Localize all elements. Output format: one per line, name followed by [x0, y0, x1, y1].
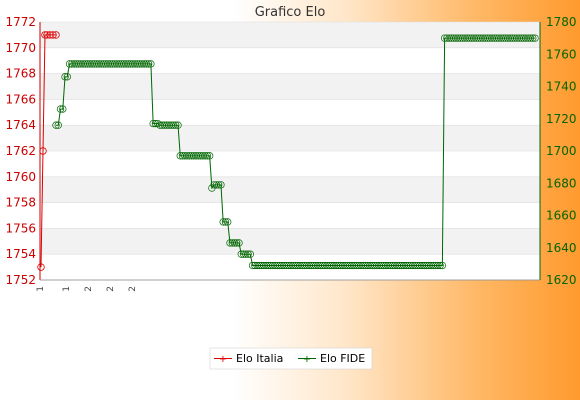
elo-italia-point — [46, 31, 54, 39]
legend-box — [209, 347, 373, 370]
right-tick-label: 1620 — [546, 273, 577, 287]
elo-fide-point — [224, 218, 232, 226]
elo-fide-point — [434, 261, 442, 270]
legend: + Elo Italia + Elo FIDE — [209, 347, 373, 370]
left-tick-label: 1754 — [5, 247, 36, 261]
elo-italia-point — [37, 263, 45, 271]
plot-band — [40, 176, 540, 203]
left-tick-label: 1764 — [5, 118, 36, 132]
elo-fide-point — [233, 239, 241, 247]
right-tick-label: 1760 — [546, 47, 577, 61]
elo-fide-point — [59, 105, 67, 113]
x-tick-label: 1 — [36, 286, 46, 292]
elo-fide-point — [221, 218, 230, 226]
elo-fide-point — [531, 34, 539, 42]
elo-fide-point — [212, 181, 221, 189]
elo-fide-point — [217, 181, 225, 189]
elo-fide-point — [436, 261, 444, 270]
elo-fide-point — [151, 119, 160, 128]
right-tick-label: 1660 — [546, 209, 577, 223]
legend-label-elo-fide: Elo FIDE — [320, 352, 365, 365]
elo-fide-point — [174, 121, 182, 129]
elo-fide-point — [244, 250, 252, 258]
plot-band — [40, 228, 540, 255]
elo-fide-point — [172, 121, 180, 129]
chart-title: Grafico Elo — [255, 5, 326, 20]
elo-italia-point — [41, 31, 49, 39]
left-tick-label: 1758 — [5, 196, 36, 210]
elo-fide-point — [54, 121, 62, 129]
plot-band — [40, 125, 540, 151]
legend-marker-elo-fide: + — [303, 354, 311, 365]
legend-label-elo-italia: Elo Italia — [236, 352, 283, 365]
elo-fide-point — [246, 250, 254, 258]
elo-fide-point — [526, 34, 535, 42]
elo-fide-point — [52, 121, 60, 129]
elo-fide-point — [154, 119, 162, 128]
plot-band — [40, 73, 540, 100]
left-tick-label: 1768 — [5, 67, 36, 81]
series-layer — [37, 31, 539, 271]
elo-fide-point — [438, 261, 447, 270]
elo-fide-point — [215, 181, 223, 189]
left-tick-label: 1762 — [5, 144, 36, 158]
elo-fide-point — [63, 73, 71, 81]
elo-italia-point — [52, 31, 60, 39]
legend-marker-elo-italia: + — [219, 354, 227, 365]
elo-italia-point — [43, 31, 51, 39]
x-tick-label: 2 — [128, 286, 138, 292]
elo-italia-point — [39, 147, 47, 155]
elo-fide-point — [235, 239, 243, 247]
right-tick-label: 1680 — [546, 176, 577, 190]
left-tick-label: 1752 — [5, 273, 36, 287]
elo-fide-point — [56, 105, 65, 113]
elo-fide-point — [61, 73, 69, 81]
elo-fide-point — [169, 121, 178, 129]
right-tick-label: 1740 — [546, 80, 577, 94]
x-tick-label: 2 — [106, 286, 116, 292]
left-tick-label: 1760 — [5, 170, 36, 184]
elo-fide-point — [219, 218, 227, 226]
left-tick-label: 1756 — [5, 221, 36, 235]
elo-fide-point — [205, 152, 214, 160]
elo-italia-point — [49, 31, 57, 39]
right-tick-label: 1640 — [546, 241, 577, 255]
elo-fide-point — [147, 60, 155, 68]
right-axis: 1620 1640 1660 1680 1700 1720 1740 1760 1780 — [40, 15, 577, 287]
x-axis: 1 1 2 2 2 — [36, 286, 138, 292]
left-tick-label: 1772 — [5, 15, 36, 29]
left-tick-label: 1770 — [5, 41, 36, 55]
left-axis: 1752 1754 1756 1758 1760 1762 1764 1766 1768 1770… — [5, 15, 41, 287]
elo-fide-point — [142, 60, 151, 68]
right-tick-label: 1700 — [546, 144, 577, 158]
elo-fide-point — [203, 152, 212, 160]
elo-fide-point — [529, 34, 537, 42]
x-tick-label: 1 — [62, 286, 72, 292]
elo-fide-point — [242, 250, 250, 258]
elo-fide-point — [144, 60, 153, 68]
x-tick-label: 2 — [84, 286, 94, 292]
right-tick-label: 1780 — [546, 15, 577, 29]
elo-fide-point — [201, 152, 209, 160]
elo-fide-point — [149, 119, 157, 128]
elo-fide-point — [230, 239, 239, 247]
left-tick-label: 1766 — [5, 92, 36, 106]
right-tick-label: 1720 — [546, 112, 577, 126]
